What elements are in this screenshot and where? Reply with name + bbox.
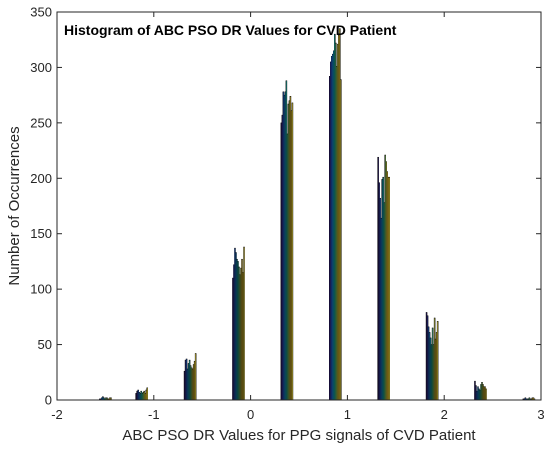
chart-title: Histogram of ABC PSO DR Values for CVD P…: [64, 22, 397, 38]
x-tick-label: -2: [51, 407, 63, 422]
plot-frame: [56, 11, 542, 401]
x-tick-label: 1: [344, 407, 351, 422]
y-tick-label: 50: [38, 337, 52, 352]
x-tick-label: 3: [537, 407, 544, 422]
y-tick-label: 250: [30, 115, 52, 130]
x-axis-ticks: -2 -1 0 1 2 3: [51, 12, 545, 422]
histogram-bar: [291, 102, 294, 401]
y-tick-label: 0: [45, 393, 52, 408]
histogram-bar: [388, 176, 390, 401]
histogram-bar: [194, 353, 197, 401]
y-tick-label: 150: [30, 226, 52, 241]
y-axis-ticks: 0 50 100 150 200 250 300 350: [30, 5, 541, 408]
y-tick-label: 200: [30, 171, 52, 186]
histogram-bar: [243, 246, 245, 401]
x-tick-label: -1: [148, 407, 160, 422]
histogram-bar: [436, 321, 439, 401]
histogram-bar: [485, 388, 487, 401]
plot-area: [57, 12, 541, 400]
y-axis-label: Number of Occurrences: [6, 126, 23, 285]
x-axis-label: ABC PSO DR Values for PPG signals of CVD…: [122, 427, 476, 444]
histogram-bar: [340, 79, 342, 401]
histogram-bar: [146, 387, 149, 401]
x-tick-label: 2: [441, 407, 448, 422]
x-tick-label: 0: [247, 407, 254, 422]
y-tick-label: 350: [30, 5, 52, 20]
y-tick-label: 300: [30, 60, 52, 75]
y-tick-label: 100: [30, 282, 52, 297]
